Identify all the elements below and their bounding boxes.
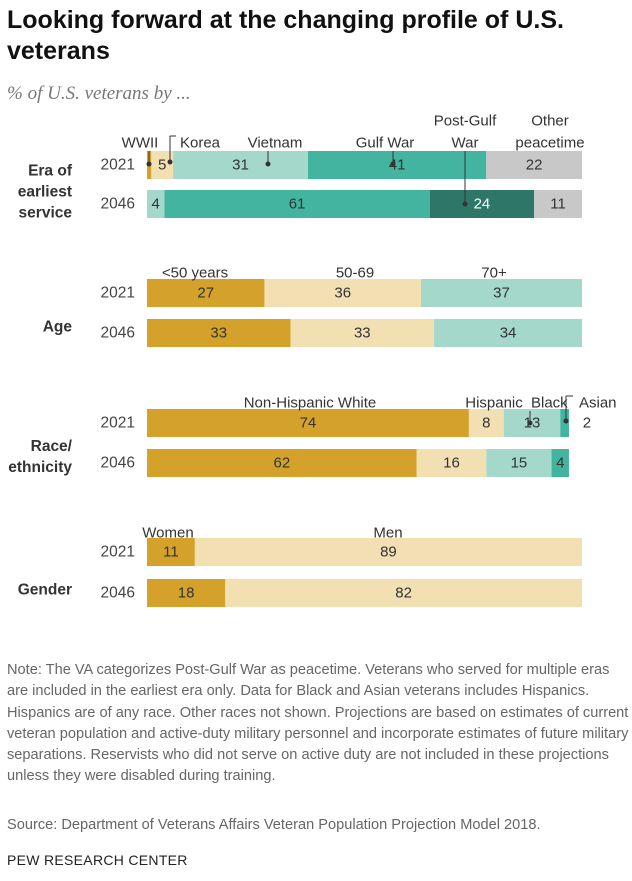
bar-segment [151,151,174,179]
series-label: peacetime [515,135,584,152]
data-label: 74 [300,415,317,432]
group-label: Race/ [31,438,73,455]
year-label: 2046 [101,455,135,472]
group-label: service [19,205,73,222]
data-label: 62 [274,455,291,472]
leader-dot [167,159,173,165]
group-label: ethnicity [8,459,72,476]
group-label: Gender [18,582,72,599]
bar-segment [147,579,226,607]
series-label: 70+ [481,265,507,282]
data-label: 4 [152,196,160,213]
data-label: 18 [178,585,195,602]
chart-subtitle: % of U.S. veterans by ... [7,83,191,104]
bar-segment [307,151,487,179]
year-label: 2021 [101,157,135,174]
data-label: 22 [526,157,543,174]
bar-segment [264,279,422,307]
bar-segment [225,579,583,607]
series-label: Asian [579,395,617,412]
leader-dot [462,201,468,207]
data-label: 27 [197,285,214,302]
leader-dot [527,420,533,426]
bar-segment [290,319,435,347]
data-label: 36 [334,285,351,302]
data-label: 89 [380,544,397,561]
data-label: 31 [232,157,249,174]
bar-segment [429,190,535,218]
chart-note: Note: The VA categorizes Post-Gulf War a… [7,662,629,785]
data-label: 15 [511,455,528,472]
series-label: Gulf War [356,135,415,152]
leader-dot [563,418,569,424]
data-label: 8 [482,415,490,432]
data-label: 34 [500,325,517,342]
data-label: 4 [556,455,564,472]
chart-source: Source: Department of Veterans Affairs V… [7,817,541,833]
leader-dot [390,161,396,167]
bar-segment [173,151,308,179]
bar-segment [421,279,582,307]
year-label: 2021 [101,415,135,432]
series-label: Hispanic [465,395,523,412]
data-label: 33 [354,325,371,342]
bar-segment [486,151,582,179]
series-label: Non-Hispanic White [244,395,377,412]
data-label: 24 [474,196,491,213]
bar-segment [194,538,582,566]
bar-segment [468,409,504,437]
chart-title: Looking forward at the changing profile … [7,6,564,65]
bar-segment [534,190,582,218]
year-label: 2046 [101,196,135,213]
bar-segment [147,409,469,437]
data-label: 16 [443,455,460,472]
bar-segment [416,449,487,477]
series-label: Post-Gulf [434,113,497,130]
data-label: 33 [210,325,227,342]
bar-segment [147,190,165,218]
series-label: Women [142,525,193,542]
year-label: 2021 [101,544,135,561]
group-label: Era of [28,163,73,180]
series-label: Other [531,113,569,130]
data-label: 82 [395,585,412,602]
bar-segment [551,449,569,477]
series-label: <50 years [162,265,228,282]
data-label: 2 [583,415,591,432]
bar-segment [486,449,552,477]
data-label: 5 [158,157,166,174]
group-label: earliest [18,184,72,201]
year-label: 2046 [101,585,135,602]
bar-segment [434,319,582,347]
year-label: 2021 [101,285,135,302]
series-label: 50-69 [336,265,374,282]
bar-segment [147,279,265,307]
bar-segment [147,319,291,347]
series-label: Korea [180,135,221,152]
data-label: 11 [550,196,566,213]
group-label: Age [43,319,73,336]
year-label: 2046 [101,325,135,342]
bar-segment [147,538,195,566]
leader-dot [265,161,271,167]
series-label: War [452,135,479,152]
bar-segment [164,190,430,218]
data-label: 61 [289,196,306,213]
leader-dot [146,161,152,167]
bar-segment [147,449,417,477]
data-label: 11 [163,544,179,561]
data-label: 37 [493,285,510,302]
series-label: Men [373,525,402,542]
series-label: WWII [122,135,159,152]
series-label: Black [531,395,568,412]
series-label: Vietnam [248,135,303,152]
brand-logo-text: PEW RESEARCH CENTER [7,852,188,868]
